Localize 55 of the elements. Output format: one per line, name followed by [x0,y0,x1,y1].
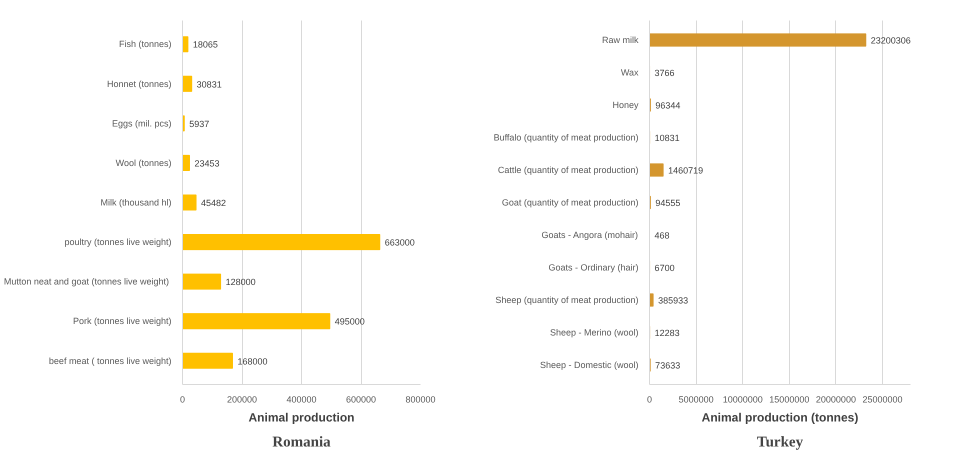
y-tick-label: Goats - Ordinary (hair) [548,262,639,272]
data-label: 663000 [384,238,415,248]
y-tick-label: Honey [612,100,639,110]
data-label: 1460719 [668,166,704,176]
data-label: 73633 [655,360,680,370]
y-tick-label: Sheep (quantity of meat production) [495,295,639,305]
x-tick-label: 200000 [226,394,258,404]
y-tick-label: Milk (thousand hl) [100,198,172,208]
y-tick-label: Goats - Angora (mohair) [541,230,638,240]
x-tick-label: 20000000 [816,394,856,404]
x-tick-label: 400000 [286,394,317,404]
x-tick-label: 0 [646,394,652,404]
data-label: 168000 [237,356,268,366]
y-tick-label: Cattle (quantity of meat production) [498,165,639,175]
x-tick-label: 5000000 [678,394,714,404]
data-label: 94555 [655,198,680,208]
data-label: 468 [654,230,670,240]
y-tick-label: Raw milk [602,35,639,45]
data-label: 45482 [201,198,226,208]
x-axis-title: Animal production [248,410,354,424]
text: Romania [272,434,332,450]
x-tick-label: 600000 [346,394,376,404]
x-tick-label: 10000000 [722,394,763,404]
y-tick-label: Mutton neat and goat (tonnes live weight) [4,276,170,287]
data-label: 23200306 [870,36,911,46]
data-label: 18065 [192,40,218,50]
data-label: 6700 [654,263,675,273]
y-tick-label: Sheep - Merino (wool) [550,328,639,338]
data-label: 23453 [194,158,220,168]
data-label: 96344 [655,100,680,110]
data-label: 128000 [226,277,256,288]
x-tick-label: 15000000 [769,394,810,404]
y-tick-label: Goat (quantity of meat production) [502,198,639,208]
y-tick-label: Wax [620,68,639,78]
y-tick-label: Buffalo (quantity of meat production) [494,132,639,142]
y-tick-label: Wool (tonnes) [116,158,172,168]
text: Turkey [756,434,804,450]
data-label: 3766 [654,68,675,78]
x-tick-label: 0 [180,394,186,404]
x-tick-label: 25000000 [862,394,903,404]
y-tick-label: beef meat ( tonnes live weight) [48,356,172,366]
y-tick-label: Pork (tonnes live weight) [72,316,172,326]
data-label: 12283 [654,328,680,338]
data-label: 10831 [654,133,680,143]
data-label: 30831 [196,79,222,90]
x-tick-label: 800000 [405,394,436,404]
data-label: 385933 [658,296,688,306]
y-tick-label: Eggs (mil. pcs) [112,118,172,128]
x-axis-title: Animal production (tonnes) [702,410,858,424]
y-tick-label: Sheep - Domestic (wool) [540,360,639,370]
data-label: 495000 [334,316,365,327]
data-label: 5937 [189,118,210,129]
y-tick-label: Fish (tonnes) [118,39,172,50]
y-tick-label: Honnet (tonnes) [106,78,172,89]
y-tick-label: poultry (tonnes live weight) [64,237,172,248]
